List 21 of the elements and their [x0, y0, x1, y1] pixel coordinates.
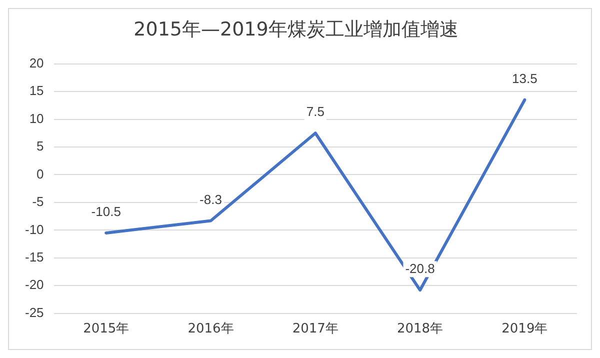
data-label: -8.3	[200, 192, 222, 207]
data-label: -10.5	[91, 204, 121, 220]
chart-title: 2015年—2019年煤炭工业增加值增速	[134, 18, 458, 40]
y-tick-label: -10	[24, 222, 44, 237]
y-tick-label: -25	[24, 304, 44, 320]
y-tick-label: 15	[29, 83, 44, 98]
x-tick-label: 2017年	[292, 322, 338, 337]
y-tick-label: -20	[24, 277, 44, 292]
y-tick-label: 0	[36, 166, 44, 182]
data-label: 7.5	[306, 104, 324, 120]
x-tick-label: 2016年	[188, 322, 234, 337]
y-tick-label: 20	[29, 55, 44, 70]
y-tick-label: 5	[36, 138, 44, 154]
data-label: -20.8	[405, 261, 435, 276]
data-label: 13.5	[512, 70, 538, 86]
y-tick-label: -15	[24, 250, 44, 265]
x-tick-label: 2019年	[502, 322, 548, 337]
x-tick-label: 2018年	[396, 322, 444, 337]
x-tick-label: 2015年	[83, 322, 130, 337]
y-tick-label: -5	[32, 194, 44, 210]
y-tick-label: 10	[29, 110, 44, 126]
